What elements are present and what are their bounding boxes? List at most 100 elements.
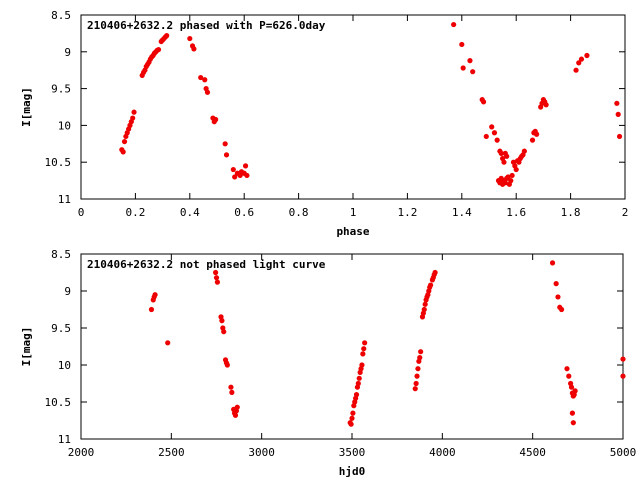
top-data-point [222, 141, 228, 147]
bottom-data-point [569, 410, 576, 416]
top-data-point [232, 174, 238, 180]
top-data-point [460, 65, 466, 71]
bottom-y-tick-label: 11 [58, 433, 71, 446]
bottom-data-point [568, 384, 575, 390]
top-x-tick-label: 0 [78, 206, 85, 219]
top-data-point [131, 109, 137, 115]
bottom-data-point [414, 373, 420, 379]
bottom-y-tick-label: 8.5 [51, 248, 71, 261]
bottom-data-point [572, 388, 578, 394]
top-data-point [615, 111, 621, 117]
top-data-point [155, 46, 162, 53]
bottom-y-axis-label: I[mag] [20, 327, 33, 367]
bottom-y-tick-label: 10 [58, 359, 71, 372]
bottom-data-point [421, 306, 427, 313]
bottom-data-point [355, 380, 361, 387]
bottom-y-tick-label: 9.5 [51, 322, 71, 335]
bottom-data-point [558, 306, 565, 313]
top-data-point [191, 46, 197, 52]
bottom-x-axis-label: hjd0 [339, 465, 366, 478]
bottom-data-point [553, 281, 559, 287]
top-data-point [121, 138, 128, 145]
bottom-data-point [148, 306, 155, 313]
top-data-point [213, 116, 219, 123]
top-y-tick-label: 9.5 [51, 83, 71, 96]
bottom-x-tick-label: 3000 [248, 446, 275, 459]
bottom-data-point [432, 269, 438, 276]
top-data-point [494, 137, 500, 143]
top-data-point [509, 172, 515, 179]
bottom-data-point [212, 269, 219, 276]
bottom-data-point [152, 292, 158, 298]
bottom-x-tick-label: 2500 [158, 446, 185, 459]
top-data-point [451, 21, 457, 28]
bottom-x-tick-label: 4500 [519, 446, 546, 459]
bottom-data-point [224, 362, 230, 368]
top-x-tick-label: 1.6 [506, 206, 526, 219]
top-data-point [187, 35, 193, 42]
top-x-tick-label: 1.4 [452, 206, 472, 219]
top-data-point [483, 133, 489, 140]
top-data-point [242, 163, 249, 169]
bottom-x-tick-label: 3500 [339, 446, 366, 459]
bottom-data-point [348, 421, 354, 427]
bottom-data-point [353, 392, 360, 398]
top-data-point [584, 52, 590, 59]
top-data-point [130, 115, 136, 121]
bottom-data-point [165, 340, 171, 346]
bottom-data-point [228, 384, 234, 390]
top-x-tick-label: 1 [350, 206, 357, 219]
top-data-point [244, 172, 250, 179]
bottom-data-point [356, 375, 362, 381]
top-x-tick-label: 1.2 [397, 206, 417, 219]
top-data-point [467, 58, 473, 64]
bottom-data-point [620, 356, 626, 362]
bottom-data-point [232, 412, 239, 418]
top-data-point [202, 77, 208, 83]
top-data-point [578, 56, 585, 62]
top-x-axis-label: phase [336, 225, 369, 238]
bottom-data-point [412, 386, 418, 392]
top-y-tick-label: 10 [58, 119, 71, 132]
bottom-x-tick-label: 5000 [610, 446, 637, 459]
top-data-point [543, 102, 549, 108]
top-y-tick-label: 8.5 [51, 9, 71, 22]
bottom-data-point [427, 282, 434, 288]
top-data-point [498, 150, 504, 156]
bottom-y-tick-label: 9 [64, 285, 71, 298]
bottom-y-tick-label: 10.5 [45, 396, 72, 409]
top-data-point [504, 153, 510, 159]
bottom-data-point [422, 301, 428, 307]
bottom-data-point [555, 294, 561, 300]
bottom-chart-title: 210406+2632.2 not phased light curve [87, 258, 326, 271]
top-y-tick-label: 10.5 [45, 156, 72, 169]
top-data-point [521, 148, 527, 154]
top-x-tick-label: 0.6 [234, 206, 254, 219]
top-data-point [573, 67, 579, 73]
top-x-tick-label: 0.8 [289, 206, 309, 219]
top-y-tick-label: 11 [58, 193, 71, 206]
top-data-point [480, 99, 487, 105]
bottom-data-point [360, 351, 366, 357]
top-data-point [508, 178, 514, 184]
top-data-point [164, 33, 170, 39]
bottom-data-point [566, 373, 572, 379]
top-x-tick-label: 0.2 [125, 206, 145, 219]
top-data-point [614, 100, 620, 106]
top-data-point [459, 41, 465, 48]
top-data-point [501, 159, 507, 165]
bottom-data-point [234, 404, 240, 410]
bottom-data-point [417, 355, 423, 361]
bottom-data-point [350, 410, 356, 416]
bottom-data-point [415, 366, 421, 372]
top-data-point [491, 130, 498, 136]
top-chart-title: 210406+2632.2 phased with P=626.0day [87, 19, 326, 32]
bottom-data-point [213, 275, 220, 281]
top-data-point [534, 131, 540, 137]
bottom-data-point [221, 329, 227, 335]
top-data-point [198, 74, 204, 81]
top-data-point [489, 124, 495, 130]
top-data-point [502, 180, 508, 186]
top-data-point [504, 175, 510, 181]
